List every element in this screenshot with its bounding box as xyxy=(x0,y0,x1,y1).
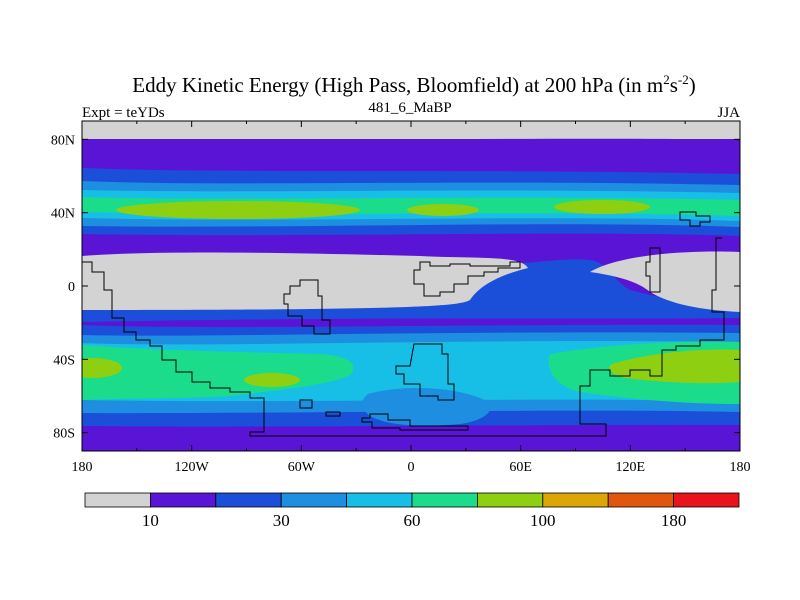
chart-title: Eddy Kinetic Energy (High Pass, Bloomfie… xyxy=(132,72,696,97)
colorbar-swatch xyxy=(149,492,217,508)
season-label: JJA xyxy=(717,105,740,121)
x-tick-label: 180 xyxy=(730,460,751,475)
coastline-main xyxy=(82,237,725,437)
south-jet-core-west xyxy=(82,358,122,378)
colorbar: 10 30 60 100 180 xyxy=(84,492,740,530)
colorbar-swatch xyxy=(84,492,151,508)
x-tick-label: 60E xyxy=(509,460,532,475)
x-tick-label: 120E xyxy=(616,460,646,475)
south-green-band-west xyxy=(82,345,354,400)
colorbar-label: 10 xyxy=(142,511,159,530)
antarctic-midblue-region xyxy=(362,388,491,426)
colorbar-swatch xyxy=(280,492,348,508)
coastline-landmass-b xyxy=(413,261,521,297)
contour-field xyxy=(82,121,740,451)
south-jet-core-east xyxy=(609,349,740,384)
y-tick-label: 40S xyxy=(53,353,75,368)
axis-ticks: 180 120W 60W 0 60E 120E 180 80N 40N 0 40S 80S xyxy=(51,121,751,475)
north-jet-core-central xyxy=(407,204,479,216)
y-tick-label: 80N xyxy=(51,133,75,148)
colorbar-label: 60 xyxy=(404,511,421,530)
experiment-label: Expt = teYDs xyxy=(82,105,165,121)
x-tick-label: 60W xyxy=(288,460,316,475)
coastline-landmass-a xyxy=(283,279,331,335)
tropical-gray-region-west xyxy=(82,252,528,310)
coastlines xyxy=(82,211,725,437)
y-tick-label: 40N xyxy=(51,207,75,222)
coastline-island-c xyxy=(361,413,469,431)
tropical-gray-region-east xyxy=(590,251,740,312)
y-tick-label: 80S xyxy=(53,427,75,442)
colorbar-swatch xyxy=(542,492,609,508)
north-jet-core-east xyxy=(554,200,650,214)
colorbar-swatch xyxy=(673,492,740,508)
antarctic-purple-band xyxy=(82,436,740,451)
colorbar-swatch xyxy=(215,492,282,508)
colorbar-swatch xyxy=(476,492,544,508)
colorbar-label: 100 xyxy=(530,511,556,530)
x-tick-label: 0 xyxy=(408,460,415,475)
coastline-landmass-d xyxy=(645,247,661,293)
x-tick-label: 180 xyxy=(72,460,93,475)
colorbar-swatch xyxy=(607,492,675,508)
colorbar-label: 30 xyxy=(273,511,290,530)
north-jet-core-west xyxy=(116,201,360,219)
coastline-landmass-c xyxy=(395,343,455,401)
chart-subtitle: 481_6_MaBP xyxy=(368,100,451,116)
x-tick-label: 120W xyxy=(175,460,210,475)
colorbar-swatch xyxy=(411,492,478,508)
coastline-landmass-e xyxy=(679,211,711,227)
arctic-purple-band xyxy=(82,138,740,149)
south-jet-core-central xyxy=(244,373,300,387)
polar-gray-region xyxy=(82,121,740,139)
coastline-island-a xyxy=(299,399,313,409)
colorbar-label: 180 xyxy=(661,511,687,530)
colorbar-swatch xyxy=(346,492,413,508)
coastline-island-b xyxy=(325,411,341,417)
y-tick-label: 0 xyxy=(68,280,75,295)
